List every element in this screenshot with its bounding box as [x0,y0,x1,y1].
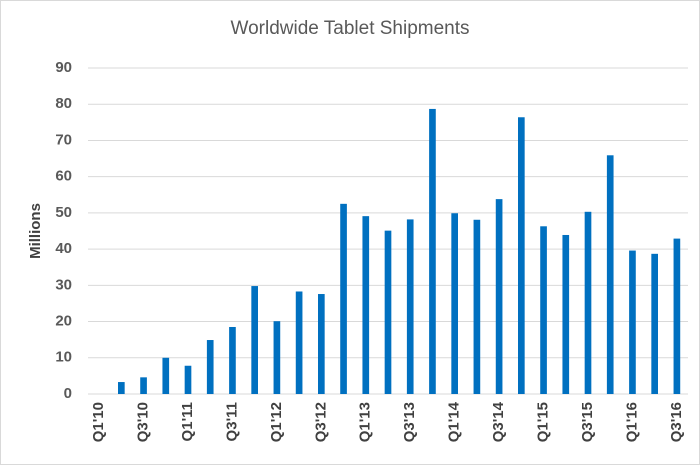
x-tick-label: Q1'16 [623,402,640,442]
bar [340,203,347,394]
bar [184,365,192,394]
x-tick-label: Q1'10 [90,402,107,442]
bar [540,226,547,394]
bar [429,108,436,394]
y-axis-ticks: 0 10 20 30 40 50 60 70 80 90 [55,59,72,402]
bar [206,340,214,394]
x-tick-label: Q3'12 [312,402,329,442]
bar [606,155,614,394]
bar [495,199,503,394]
y-tick-label: 80 [55,95,72,112]
y-tick-label: 30 [55,276,72,293]
y-tick-label: 50 [55,204,72,221]
y-tick-label: 60 [55,168,72,185]
y-tick-label: 70 [55,131,72,148]
x-tick-label: Q3'11 [223,402,240,441]
bar [140,377,147,394]
bar [318,294,325,394]
x-tick-label: Q1'14 [446,401,463,442]
x-tick-label: Q3'13 [401,402,418,442]
bar [629,250,636,394]
x-tick-label: Q1'15 [535,402,552,442]
x-tick-label: Q1'11 [179,402,196,441]
bar [673,238,681,394]
bar [118,382,125,394]
y-axis-title: Millions [27,203,44,259]
x-tick-label: Q3'16 [668,402,685,442]
y-tick-label: 0 [64,385,72,402]
bar [162,357,170,394]
y-tick-label: 20 [55,313,72,330]
bar [451,213,458,394]
bar [273,321,281,394]
bar [651,253,658,394]
x-axis-ticks: Q1'10 Q3'10 Q1'11 Q3'11 Q1'12 Q3'12 Q1'13 Q3'13… [90,401,685,442]
y-tick-label: 40 [55,240,72,257]
chart-title: Worldwide Tablet Shipments [230,18,470,39]
bar [362,216,370,394]
bars [118,108,681,395]
bar [562,234,570,394]
x-tick-label: Q1'13 [357,402,374,442]
bar [295,291,303,394]
bar [384,230,392,394]
bar [518,117,525,395]
x-tick-label: Q3'15 [579,402,596,442]
x-tick-label: Q1'12 [268,402,285,442]
bar [473,219,481,394]
bar [584,211,592,394]
x-tick-label: Q3'14 [490,401,507,442]
bar [229,326,236,394]
bar [251,286,258,394]
y-tick-label: 10 [55,349,72,366]
y-tick-label: 90 [55,59,72,76]
bar [406,219,414,394]
x-tick-label: Q3'10 [135,402,152,442]
